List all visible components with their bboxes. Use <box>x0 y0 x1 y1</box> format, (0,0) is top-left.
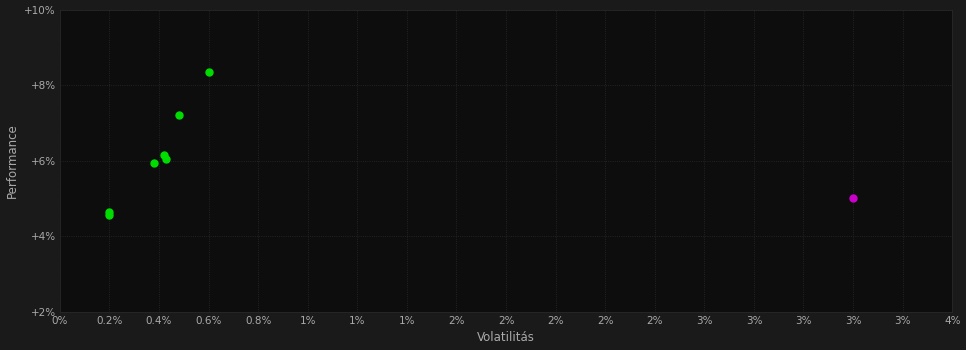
Y-axis label: Performance: Performance <box>6 123 18 198</box>
X-axis label: Volatilitás: Volatilitás <box>477 331 535 344</box>
Point <box>101 212 117 218</box>
Point <box>147 160 162 165</box>
Point <box>101 209 117 215</box>
Point <box>171 112 186 118</box>
Point <box>845 196 861 201</box>
Point <box>201 69 216 75</box>
Point <box>156 152 172 158</box>
Point <box>158 156 174 162</box>
